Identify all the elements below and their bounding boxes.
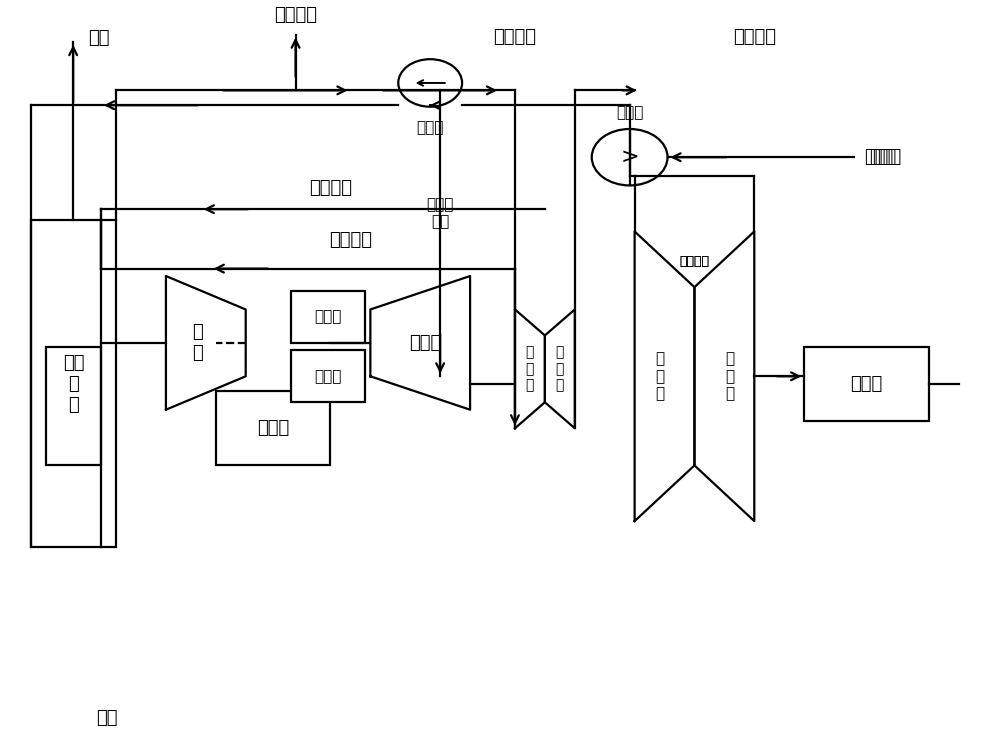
Text: 发电机: 发电机 [850,374,883,392]
Text: 凝汽器: 凝汽器 [616,105,643,120]
Text: 涡
轮: 涡 轮 [192,324,203,363]
Text: 燃烧室: 燃烧室 [314,369,342,383]
Text: 烟气: 烟气 [96,709,118,727]
Text: >: > [620,148,639,167]
Text: 压气机: 压气机 [409,334,441,352]
Text: 中压排汽: 中压排汽 [733,28,776,46]
Text: 高压进汽: 高压进汽 [493,28,536,46]
Text: 对外供热: 对外供热 [274,5,317,23]
Text: 高压排汽: 高压排汽 [329,231,372,249]
Text: 烟气: 烟气 [88,29,110,47]
Text: 中
压
缸: 中 压 缸 [556,346,564,392]
Text: 燃烧室: 燃烧室 [314,309,342,324]
Bar [216,391,330,465]
Text: 低
压
缸: 低 压 缸 [725,351,734,401]
Bar [31,220,116,547]
Text: 低
压
缸: 低 压 缸 [655,351,664,401]
Text: 低压排汉: 低压排汉 [679,255,709,267]
Text: 压气机
进口: 压气机 进口 [426,197,454,229]
Bar [804,347,929,421]
Text: 中压进汽: 中压进汽 [309,178,352,196]
Text: 冷却水: 冷却水 [869,148,901,166]
Text: 低压排汽: 低压排汽 [679,255,709,267]
Bar [46,347,101,465]
Text: 发电机: 发电机 [257,419,289,437]
Text: 给水泵: 给水泵 [417,120,444,135]
Bar [291,351,365,402]
Text: 冷却水: 冷却水 [864,148,896,166]
Text: 余热
锅
炉: 余热 锅 炉 [63,354,84,413]
Text: 高
压
缸: 高 压 缸 [526,346,534,392]
Bar [291,291,365,343]
